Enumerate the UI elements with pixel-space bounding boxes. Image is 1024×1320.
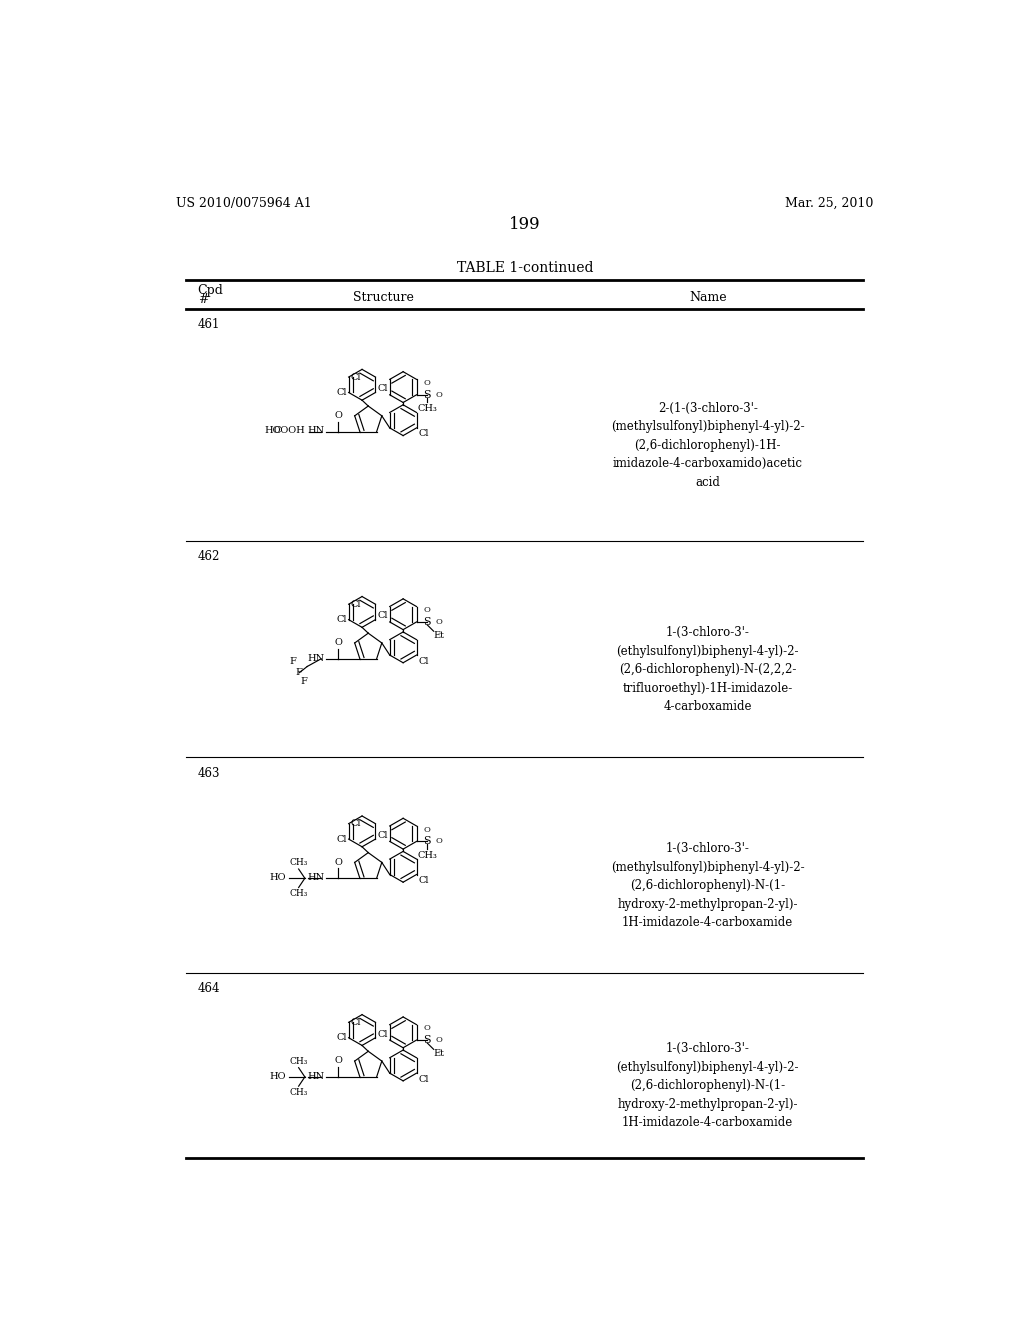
Text: 1-(3-chloro-3'-
(ethylsulfonyl)biphenyl-4-yl)-2-
(2,6-dichlorophenyl)-N-(1-
hydr: 1-(3-chloro-3'- (ethylsulfonyl)biphenyl-… [616, 1043, 799, 1130]
Text: O: O [334, 639, 342, 647]
Text: HN: HN [307, 1072, 325, 1081]
Text: Cl: Cl [350, 820, 360, 828]
Text: Cl: Cl [418, 429, 429, 438]
Text: O: O [334, 1056, 342, 1065]
Text: Cl: Cl [378, 384, 388, 393]
Text: Cl: Cl [350, 372, 360, 381]
Text: O: O [435, 837, 442, 845]
Text: Et: Et [433, 631, 444, 640]
Text: CH₃: CH₃ [290, 890, 308, 898]
Text: CH₃: CH₃ [290, 1057, 308, 1067]
Text: Cl: Cl [378, 830, 388, 840]
Text: O: O [424, 1024, 431, 1032]
Text: O: O [424, 606, 431, 614]
Text: O: O [424, 379, 431, 387]
Text: CH₃: CH₃ [290, 858, 308, 867]
Text: 1-(3-chloro-3'-
(ethylsulfonyl)biphenyl-4-yl)-2-
(2,6-dichlorophenyl)-N-(2,2,2-
: 1-(3-chloro-3'- (ethylsulfonyl)biphenyl-… [616, 626, 799, 713]
Text: Structure: Structure [353, 290, 414, 304]
Text: O: O [334, 411, 342, 420]
Text: 1-(3-chloro-3'-
(methylsulfonyl)biphenyl-4-yl)-2-
(2,6-dichlorophenyl)-N-(1-
hyd: 1-(3-chloro-3'- (methylsulfonyl)biphenyl… [611, 842, 805, 929]
Text: HO: HO [264, 426, 281, 436]
Text: Cl: Cl [378, 1030, 388, 1039]
Text: HN: HN [307, 873, 325, 882]
Text: O: O [435, 391, 442, 399]
Text: Cl: Cl [418, 876, 429, 884]
Text: 463: 463 [198, 767, 220, 780]
Text: Cl: Cl [337, 1034, 347, 1043]
Text: HO: HO [269, 1072, 286, 1081]
Text: 2-(1-(3-chloro-3'-
(methylsulfonyl)biphenyl-4-yl)-2-
(2,6-dichlorophenyl)-1H-
im: 2-(1-(3-chloro-3'- (methylsulfonyl)biphe… [611, 401, 805, 488]
Text: O: O [424, 826, 431, 834]
Text: O: O [435, 618, 442, 626]
Text: 461: 461 [198, 318, 220, 331]
Text: Et: Et [433, 1049, 444, 1059]
Text: O: O [435, 1036, 442, 1044]
Text: F: F [296, 668, 302, 677]
Text: S: S [424, 616, 431, 627]
Text: HO: HO [269, 873, 286, 882]
Text: O: O [334, 858, 342, 867]
Text: S: S [424, 837, 431, 846]
Text: Name: Name [689, 290, 726, 304]
Text: S: S [424, 389, 431, 400]
Text: Cl: Cl [337, 834, 347, 843]
Text: CH₃: CH₃ [290, 1088, 308, 1097]
Text: US 2010/0075964 A1: US 2010/0075964 A1 [176, 197, 311, 210]
Text: Cpd: Cpd [198, 284, 223, 297]
Text: 464: 464 [198, 982, 220, 995]
Text: TABLE 1-continued: TABLE 1-continued [457, 261, 593, 275]
Text: F: F [301, 677, 307, 686]
Text: Cl: Cl [337, 388, 347, 397]
Text: Mar. 25, 2010: Mar. 25, 2010 [785, 197, 873, 210]
Text: F: F [290, 657, 296, 667]
Text: 462: 462 [198, 550, 220, 564]
Text: #: # [198, 293, 208, 306]
Text: S: S [424, 1035, 431, 1045]
Text: Cl: Cl [418, 656, 429, 665]
Text: 199: 199 [509, 216, 541, 234]
Text: Cl: Cl [378, 611, 388, 620]
Text: CH₃: CH₃ [418, 404, 437, 413]
Text: CH₃: CH₃ [418, 850, 437, 859]
Text: HN: HN [307, 426, 325, 436]
Text: Cl: Cl [350, 599, 360, 609]
Text: Cl: Cl [418, 1074, 429, 1084]
Text: Cl: Cl [350, 1018, 360, 1027]
Text: HN: HN [307, 653, 325, 663]
Text: Cl: Cl [337, 615, 347, 624]
Text: COOH: COOH [273, 426, 305, 436]
